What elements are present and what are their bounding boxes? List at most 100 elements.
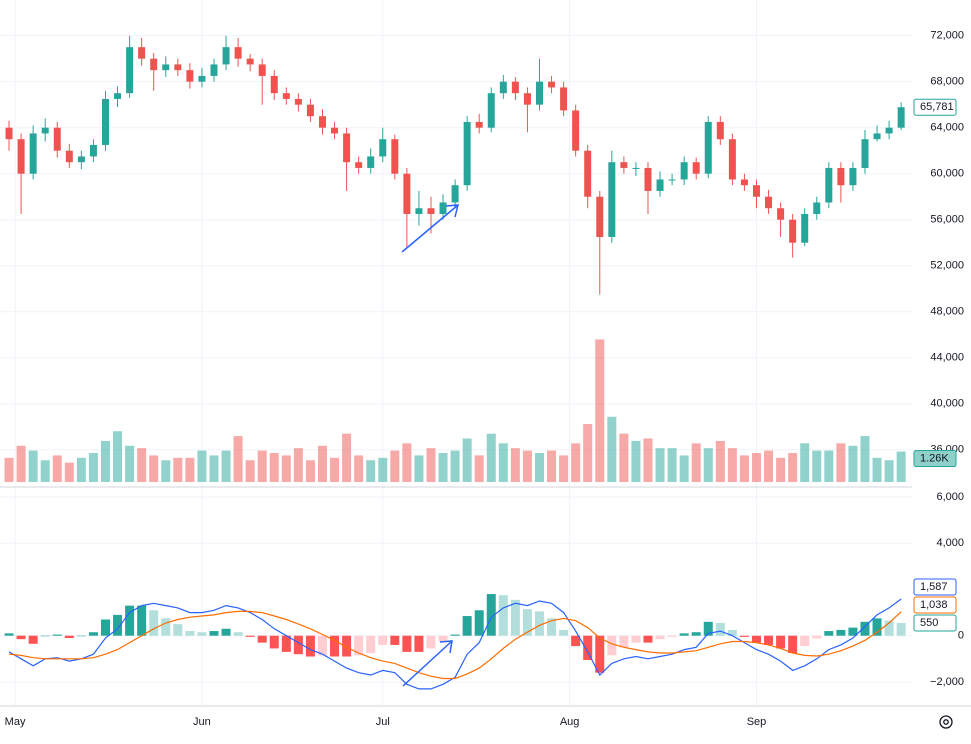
- candle-body: [728, 139, 736, 180]
- histogram-bar: [438, 635, 448, 642]
- volume-bar: [221, 450, 231, 482]
- candle-body: [608, 162, 616, 237]
- volume-bar: [679, 455, 689, 482]
- histogram-bar: [896, 622, 906, 636]
- volume-bar: [257, 450, 267, 482]
- volume-bar: [281, 455, 291, 482]
- volume-bar: [16, 445, 26, 482]
- candle-body: [282, 93, 290, 99]
- volume-bar: [739, 455, 749, 482]
- candle-body: [186, 70, 194, 82]
- histogram-bar: [197, 632, 207, 636]
- candle-body: [126, 47, 134, 94]
- last-volume-label: 1.26K: [920, 452, 949, 464]
- histogram-bar: [498, 595, 508, 636]
- x-tick-label: Jul: [376, 716, 390, 728]
- histogram-bar: [860, 621, 870, 636]
- volume-bar: [209, 455, 219, 482]
- candle-body: [355, 162, 363, 168]
- candle-body: [29, 133, 37, 174]
- y-tick-label: 4,000: [936, 537, 964, 549]
- histogram-bar: [4, 633, 14, 636]
- volume-bar: [872, 457, 882, 482]
- candle-body: [198, 75, 206, 82]
- candle-body: [150, 58, 158, 71]
- histogram-bar: [510, 599, 520, 636]
- candle-body: [499, 81, 507, 94]
- candle-body: [813, 202, 821, 214]
- volume-bar: [547, 450, 557, 482]
- volume-bar: [161, 460, 171, 482]
- candle-body: [548, 81, 556, 88]
- volume-bar: [100, 440, 110, 482]
- y-tick-label: 48,000: [930, 306, 964, 318]
- y-tick-label: 72,000: [930, 30, 964, 42]
- histogram-bar: [293, 635, 303, 655]
- candle-body: [680, 162, 688, 180]
- histogram-bar: [486, 594, 496, 636]
- candle-body: [463, 121, 471, 186]
- volume-bar: [824, 450, 834, 482]
- histogram-bar: [40, 635, 50, 637]
- volume-bar: [836, 443, 846, 482]
- candle-body: [343, 133, 351, 163]
- histogram-bar: [185, 631, 195, 636]
- histogram-bar: [800, 635, 810, 647]
- x-tick-label: Aug: [560, 716, 580, 728]
- histogram-bar: [76, 635, 86, 637]
- volume-bar: [125, 445, 135, 482]
- candle-body: [331, 127, 339, 134]
- candle-body: [789, 219, 797, 243]
- settings-icon[interactable]: [939, 715, 953, 729]
- candle-body: [65, 150, 73, 163]
- candle-body: [632, 167, 640, 169]
- macd-line: [8, 610, 902, 680]
- histogram-bar: [305, 635, 315, 657]
- volume-bar: [245, 460, 255, 482]
- candle-body: [668, 179, 676, 181]
- volume-bar: [474, 455, 484, 482]
- volume-bar: [330, 457, 340, 482]
- candle-body: [427, 208, 435, 214]
- volume-bar: [691, 443, 701, 482]
- candle-body: [17, 139, 25, 174]
- volume-bar: [173, 457, 183, 482]
- histogram-bar: [872, 618, 882, 636]
- y-tick-label: 68,000: [930, 76, 964, 88]
- volume-bar: [40, 460, 50, 482]
- volume-bar: [860, 436, 870, 482]
- histogram-bar: [113, 614, 123, 636]
- last-volume-label-box: [913, 450, 957, 468]
- candle-body: [765, 196, 773, 209]
- volume-bar: [462, 438, 472, 482]
- macd-value-label-box: [913, 596, 957, 614]
- last-price-label: 65,781: [920, 101, 954, 113]
- histogram-bar: [64, 635, 74, 639]
- y-tick-label: 60,000: [930, 168, 964, 180]
- histogram-bar: [378, 635, 388, 645]
- candle-body: [560, 87, 568, 111]
- histogram-bar: [161, 618, 171, 636]
- candle-body: [596, 196, 604, 237]
- candle-body: [523, 93, 531, 105]
- volume-bar: [595, 339, 605, 482]
- y-tick-label: 6,000: [936, 491, 964, 503]
- volume-bar: [619, 433, 629, 482]
- histogram-bar: [88, 632, 98, 636]
- x-tick-label: May: [5, 716, 26, 728]
- histogram-bar: [691, 632, 701, 636]
- candle-body: [801, 213, 809, 243]
- candle-body: [861, 139, 869, 168]
- candle-body: [294, 98, 302, 105]
- candle-body: [692, 162, 700, 174]
- volume-bar: [185, 457, 195, 482]
- histogram-bar: [547, 618, 557, 636]
- histogram-bar: [233, 632, 243, 636]
- candle-body: [656, 179, 664, 191]
- candle-body: [511, 81, 519, 94]
- volume-bar: [354, 455, 364, 482]
- volume-bar: [197, 450, 207, 482]
- histogram-bar: [751, 635, 761, 643]
- volume-bar: [607, 416, 617, 482]
